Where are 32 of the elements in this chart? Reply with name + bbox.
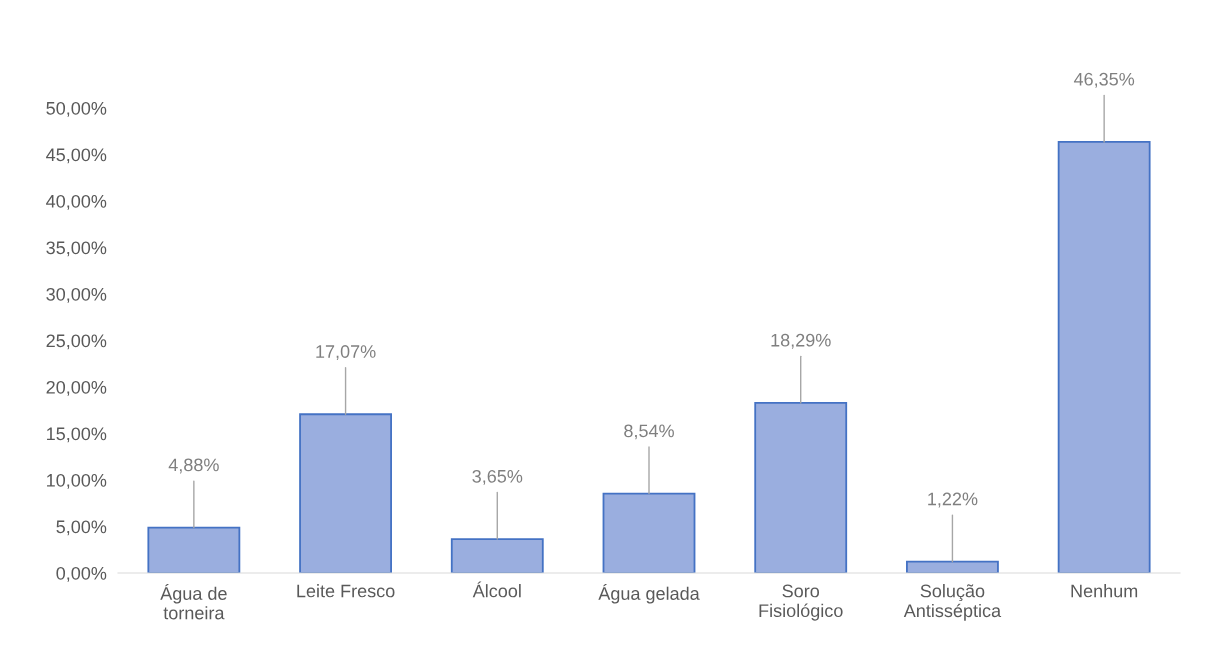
- bar: [450, 538, 544, 573]
- y-tick-label: 5,00%: [56, 520, 107, 536]
- x-tick-label: Álcool: [472, 581, 521, 598]
- x-tick-label: Solução Antisséptica: [903, 584, 1002, 621]
- y-tick-label: 40,00%: [46, 194, 107, 210]
- bar: [906, 560, 999, 573]
- data-label: 4,88%: [168, 458, 219, 474]
- data-label: 1,22%: [928, 492, 978, 508]
- bar: [299, 413, 392, 573]
- y-tick-label: 15,00%: [47, 427, 107, 443]
- x-tick-label: Soro Fisiológico: [759, 584, 843, 621]
- x-tick-label: Água de torneira: [160, 584, 227, 620]
- data-label: 46,35%: [1073, 72, 1135, 88]
- bar: [147, 526, 241, 573]
- bar: [754, 401, 848, 573]
- y-tick-label: 20,00%: [46, 380, 107, 396]
- y-tick-label: 0,00%: [56, 566, 107, 582]
- bar: [602, 492, 696, 573]
- y-tick-label: 45,00%: [46, 148, 107, 164]
- x-tick-label: Leite Fresco: [297, 584, 395, 598]
- data-label: 3,65%: [472, 469, 523, 485]
- x-tick-label: Nenhum: [1071, 584, 1138, 598]
- bar: [1057, 141, 1151, 573]
- data-label: 8,54%: [624, 424, 674, 440]
- y-tick-label: 50,00%: [46, 101, 107, 117]
- y-tick-label: 25,00%: [46, 334, 107, 350]
- data-label: 18,29%: [771, 333, 831, 349]
- y-tick-label: 10,00%: [47, 473, 107, 489]
- data-label: 17,07%: [316, 345, 376, 361]
- y-tick-label: 30,00%: [46, 287, 107, 303]
- y-tick-label: 35,00%: [46, 241, 107, 257]
- x-tick-label: Água gelada: [598, 584, 700, 604]
